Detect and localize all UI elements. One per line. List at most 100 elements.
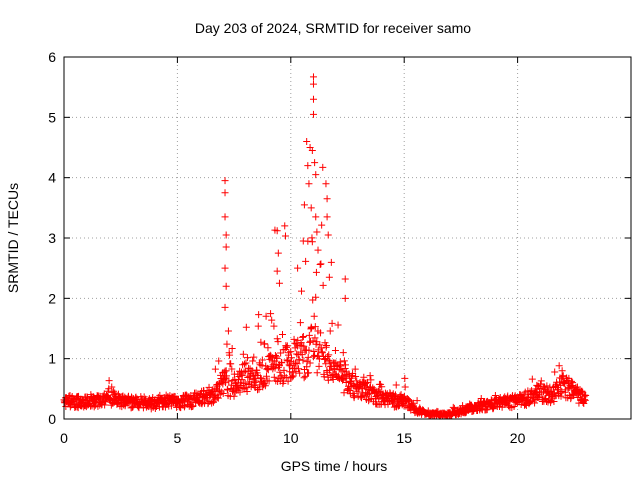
data-point	[257, 374, 265, 382]
x-axis-label: GPS time / hours	[281, 458, 388, 474]
data-point	[340, 357, 348, 365]
data-point-peak	[311, 159, 319, 167]
data-point	[105, 377, 113, 385]
x-tick-label: 0	[60, 430, 68, 446]
data-point	[334, 321, 342, 329]
data-point	[296, 369, 304, 377]
data-point-peak	[323, 195, 331, 203]
data-point	[319, 281, 327, 289]
data-point	[223, 372, 231, 380]
data-point	[528, 375, 536, 383]
data-point-peak	[303, 137, 311, 145]
data-point	[286, 368, 294, 376]
y-axis-label: SRMTID / TECUs	[5, 183, 21, 293]
data-point	[281, 222, 289, 230]
axes: 0 5 10 15 20 0 1 2 3 4 5 6	[48, 49, 631, 446]
data-point	[254, 386, 262, 394]
data-point	[318, 221, 326, 229]
data-point	[213, 394, 221, 402]
data-point	[331, 346, 339, 354]
data-point	[270, 322, 278, 330]
data-point	[125, 392, 133, 400]
data-point-peak	[294, 264, 302, 272]
data-point	[409, 399, 417, 407]
data-point	[326, 358, 334, 366]
data-point	[228, 345, 236, 353]
data-point	[557, 392, 565, 400]
data-point-peak	[273, 227, 281, 235]
data-point	[304, 353, 312, 361]
data-point	[267, 352, 275, 360]
data-point	[413, 397, 421, 405]
data-point	[401, 383, 409, 391]
y-tick-label: 4	[48, 170, 56, 186]
data-point	[261, 340, 269, 348]
data-point	[313, 338, 321, 346]
data-point	[288, 373, 296, 381]
data-point	[215, 357, 223, 365]
data-point-peak	[221, 213, 229, 221]
data-point	[541, 394, 549, 402]
data-point	[255, 385, 263, 393]
data-point	[339, 349, 347, 357]
data-point-peak	[341, 294, 349, 302]
data-point	[250, 353, 258, 361]
data-point-peak	[309, 80, 317, 88]
data-point	[278, 359, 286, 367]
data-point	[274, 338, 282, 346]
data-point	[351, 365, 359, 373]
y-tick-label: 0	[48, 411, 56, 427]
data-point	[324, 376, 332, 384]
data-point-peak	[274, 249, 282, 257]
data-point-peak	[314, 246, 322, 254]
data-point	[283, 343, 291, 351]
data-point	[295, 356, 303, 364]
data-point	[139, 404, 147, 412]
data-point	[167, 402, 175, 410]
data-point-peak	[323, 213, 331, 221]
data-point	[287, 348, 295, 356]
data-point	[258, 356, 266, 364]
data-point	[315, 355, 323, 363]
data-point	[224, 327, 232, 335]
data-point	[313, 369, 321, 377]
data-point	[305, 369, 313, 377]
data-point	[284, 357, 292, 365]
data-point	[342, 361, 350, 369]
data-point-peak	[275, 279, 283, 287]
data-point	[268, 316, 276, 324]
data-point	[279, 331, 286, 339]
data-point-peak	[221, 264, 229, 272]
data-point-peak	[299, 237, 307, 245]
data-point	[327, 258, 335, 266]
data-point	[308, 238, 316, 246]
data-point	[233, 382, 241, 390]
data-point	[264, 344, 272, 352]
data-point	[297, 339, 305, 347]
data-point-peak	[324, 231, 332, 239]
data-point	[243, 354, 251, 362]
data-point	[267, 310, 275, 318]
data-point	[378, 383, 386, 391]
data-point-peak	[221, 189, 229, 197]
data-point	[241, 379, 249, 387]
data-point	[317, 344, 325, 352]
data-point	[214, 394, 222, 402]
data-point	[296, 319, 304, 327]
data-point	[316, 261, 324, 269]
data-point	[290, 335, 298, 343]
data-point	[295, 365, 303, 373]
data-point	[326, 327, 334, 335]
y-tick-label: 2	[48, 290, 56, 306]
data-point	[306, 359, 314, 367]
data-point	[128, 403, 136, 411]
data-point	[531, 399, 539, 407]
data-point	[318, 349, 326, 357]
data-point	[211, 365, 219, 373]
data-point	[219, 390, 227, 398]
data-point	[298, 351, 306, 359]
data-point-peak	[341, 275, 349, 283]
data-point	[551, 368, 559, 376]
data-point-peak	[322, 180, 330, 188]
